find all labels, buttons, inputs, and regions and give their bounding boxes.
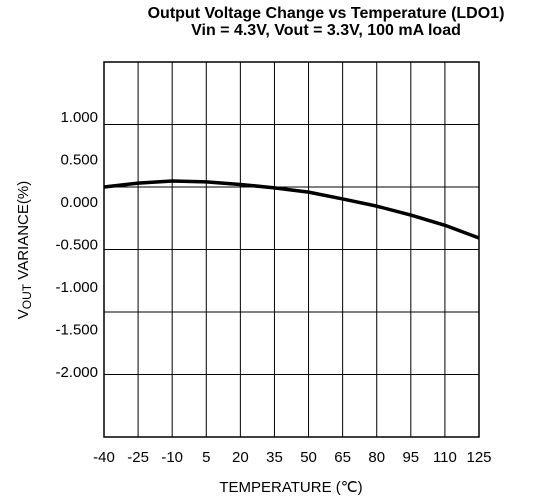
x-axis-label: TEMPERATURE (℃)	[219, 479, 362, 496]
y-tick-label: -0.500	[55, 237, 98, 254]
plot-frame	[103, 61, 480, 438]
y-axis-label: VOUT VARIANCE(%)	[15, 181, 34, 319]
y-tick-label: -1.000	[55, 279, 98, 296]
x-tick-label: 80	[368, 449, 385, 466]
y-tick-label: 0.000	[60, 194, 98, 211]
y-tick-label: -2.000	[55, 364, 98, 381]
x-tick-label: 95	[402, 449, 419, 466]
y-label-part: V	[15, 309, 32, 319]
data-line	[103, 179, 480, 240]
y-tick-label: 0.500	[60, 152, 98, 169]
x-tick-label: 110	[433, 449, 457, 466]
x-tick-label: -40	[93, 449, 115, 466]
x-tick-label: 125	[466, 449, 491, 466]
chart-subtitle: Vin = 4.3V, Vout = 3.3V, 100 mA load	[191, 22, 461, 39]
y-tick-label: -1.500	[55, 322, 98, 339]
x-tick-label: -25	[127, 449, 149, 466]
y-tick-label: 1.000	[60, 109, 98, 126]
y-label-part: VARIANCE(%)	[15, 181, 32, 284]
x-tick-label: 20	[232, 449, 249, 466]
x-tick-label: 35	[266, 449, 283, 466]
chart-title: Output Voltage Change vs Temperature (LD…	[148, 5, 505, 22]
x-tick-label: 65	[334, 449, 351, 466]
x-tick-label: 5	[202, 449, 210, 466]
x-tick-label: -10	[161, 449, 183, 466]
y-label-sub: OUT	[20, 283, 34, 309]
x-tick-label: 50	[300, 449, 317, 466]
